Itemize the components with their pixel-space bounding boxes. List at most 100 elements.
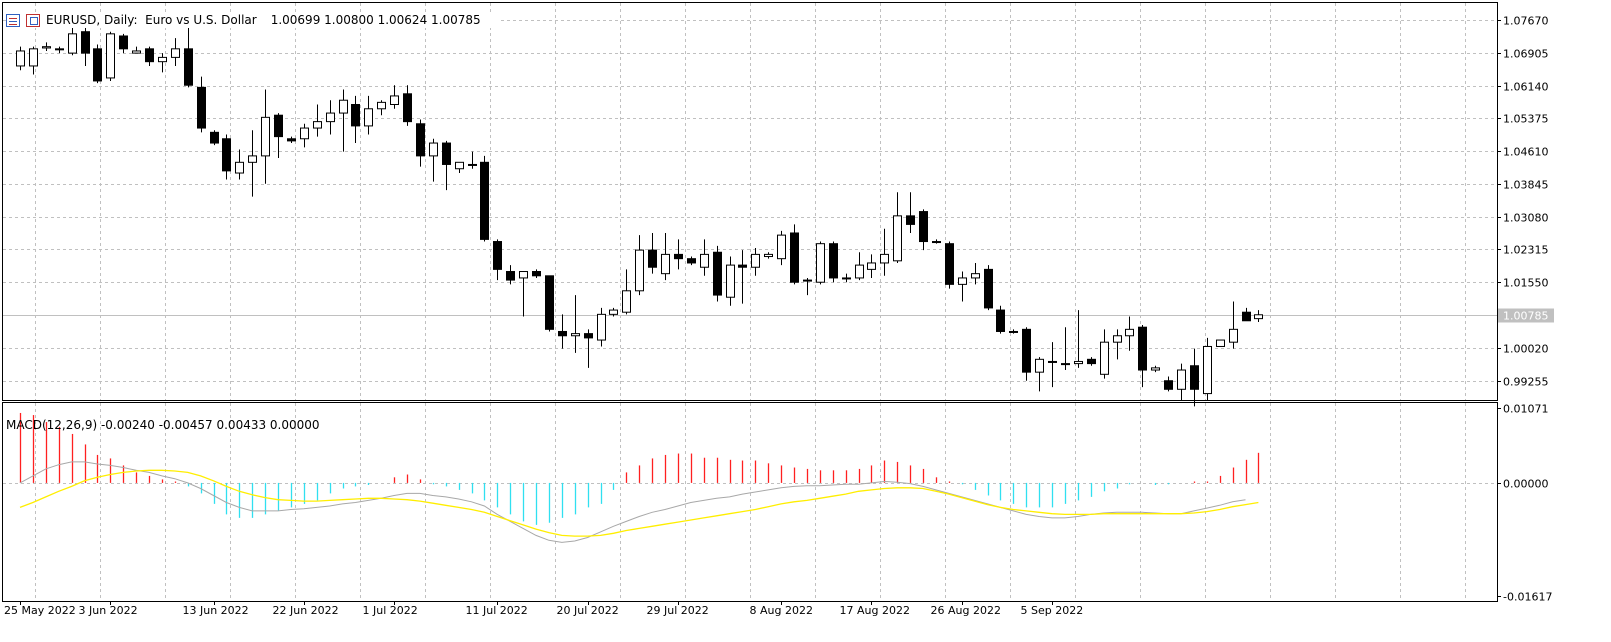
- bull-candle: [635, 249, 644, 292]
- bear-candle: [674, 253, 683, 260]
- bull-candle: [519, 271, 528, 279]
- price-tick-label: 1.03080: [1503, 212, 1549, 225]
- bull-candle: [132, 50, 141, 54]
- date-tick-label: 26 Aug 2022: [931, 604, 1001, 617]
- bull-candle: [764, 253, 773, 258]
- bull-candle: [1151, 367, 1160, 371]
- bear-candle: [1190, 365, 1199, 390]
- bull-candle: [622, 290, 631, 313]
- bear-candle: [222, 138, 231, 172]
- bear-candle: [584, 333, 593, 339]
- bear-candle: [274, 114, 283, 138]
- bear-candle: [1138, 326, 1147, 371]
- bull-candle: [661, 253, 670, 275]
- bull-candle: [16, 50, 25, 67]
- chart-header: EURUSD, Daily: Euro vs U.S. Dollar 1.006…: [6, 12, 499, 28]
- bull-candle: [880, 253, 889, 264]
- bull-candle: [1035, 358, 1044, 373]
- bear-candle: [790, 232, 799, 283]
- bull-candle: [377, 101, 386, 110]
- bear-candle: [919, 211, 928, 243]
- bear-candle: [996, 309, 1005, 332]
- bull-candle: [1009, 330, 1018, 333]
- bull-candle: [803, 279, 812, 282]
- macd-label: MACD(12,26,9) -0.00240 -0.00457 0.00433 …: [6, 418, 320, 432]
- bear-candle: [829, 243, 838, 279]
- bull-candle: [1125, 328, 1134, 337]
- macd-tick-label: -0.01617: [1503, 591, 1552, 604]
- bear-candle: [984, 268, 993, 309]
- price-axis: 1.07670 1.06905 1.06140 1.05375 1.04610 1.038…: [1497, 15, 1554, 389]
- bull-candle: [1254, 314, 1263, 320]
- bull-candle: [455, 161, 464, 170]
- bull-candle: [468, 163, 477, 166]
- date-tick-label: 17 Aug 2022: [840, 604, 910, 617]
- bull-candle: [751, 253, 760, 268]
- date-tick-label: 8 Aug 2022: [750, 604, 813, 617]
- bull-candle: [842, 277, 851, 280]
- date-tick-label: 5 Sep 2022: [1021, 604, 1084, 617]
- bull-candle: [855, 264, 864, 279]
- bull-candle: [158, 56, 167, 63]
- bull-candle: [326, 112, 335, 123]
- bull-candle: [106, 33, 115, 79]
- bear-candle: [210, 131, 219, 144]
- signal-line: [19, 469, 1259, 537]
- macd-pane-frame: [2, 402, 1498, 602]
- bull-candle: [429, 142, 438, 157]
- bull-candle: [958, 277, 967, 285]
- date-tick-label: 11 Jul 2022: [466, 604, 528, 617]
- bull-candle: [68, 33, 77, 54]
- bull-candle: [261, 116, 270, 157]
- bear-candle: [81, 31, 90, 54]
- bull-candle: [248, 155, 257, 163]
- bear-candle: [545, 275, 554, 330]
- bear-candle: [403, 93, 412, 123]
- bull-candle: [571, 333, 580, 337]
- price-tick-label: 1.04610: [1503, 146, 1549, 159]
- bull-candle: [597, 313, 606, 341]
- bull-candle: [609, 309, 618, 315]
- bull-candle: [1177, 369, 1186, 390]
- bear-candle: [648, 249, 657, 268]
- chart-list-icon[interactable]: [6, 13, 20, 27]
- bear-candle: [416, 123, 425, 157]
- bear-candle: [558, 330, 567, 337]
- bull-candle: [700, 253, 709, 268]
- chart-window-icon[interactable]: [26, 13, 40, 27]
- date-tick-label: 25 May 2022: [4, 604, 76, 617]
- bear-candle: [480, 161, 489, 240]
- date-tick-label: 20 Jul 2022: [557, 604, 619, 617]
- macd-lines: [19, 461, 1259, 543]
- bull-candle: [339, 99, 348, 114]
- bear-candle: [1087, 358, 1096, 365]
- bear-candle: [738, 264, 747, 268]
- macd-axis: 0.01071 0.00000 -0.01617: [1497, 403, 1552, 604]
- candles: [16, 18, 1263, 407]
- current-price-label: 1.00785: [1503, 310, 1549, 323]
- bear-candle: [197, 86, 206, 129]
- price-tick-label: 1.01550: [1503, 277, 1549, 290]
- bull-candle: [300, 127, 309, 140]
- bear-candle: [442, 142, 451, 165]
- bear-candle: [119, 35, 128, 50]
- bear-candle: [506, 271, 515, 281]
- macd-tick-label: 0.00000: [1503, 478, 1549, 491]
- bull-candle: [364, 108, 373, 127]
- price-tick-label: 1.05375: [1503, 113, 1549, 126]
- bull-candle: [1229, 328, 1238, 343]
- bear-candle: [687, 258, 696, 264]
- bull-candle: [42, 46, 51, 49]
- bull-candle: [1074, 360, 1083, 365]
- macd-line: [19, 461, 1246, 543]
- bear-candle: [1022, 328, 1031, 373]
- bull-candle: [777, 234, 786, 260]
- bull-candle: [29, 48, 38, 67]
- price-tick-label: 1.03845: [1503, 179, 1549, 192]
- price-tick-label: 0.99255: [1503, 376, 1549, 389]
- bear-candle: [145, 48, 154, 63]
- bear-candle: [1242, 311, 1251, 322]
- date-axis: 25 May 2022 3 Jun 2022 13 Jun 2022 22 Jun 2…: [4, 601, 1083, 617]
- bull-candle: [816, 243, 825, 283]
